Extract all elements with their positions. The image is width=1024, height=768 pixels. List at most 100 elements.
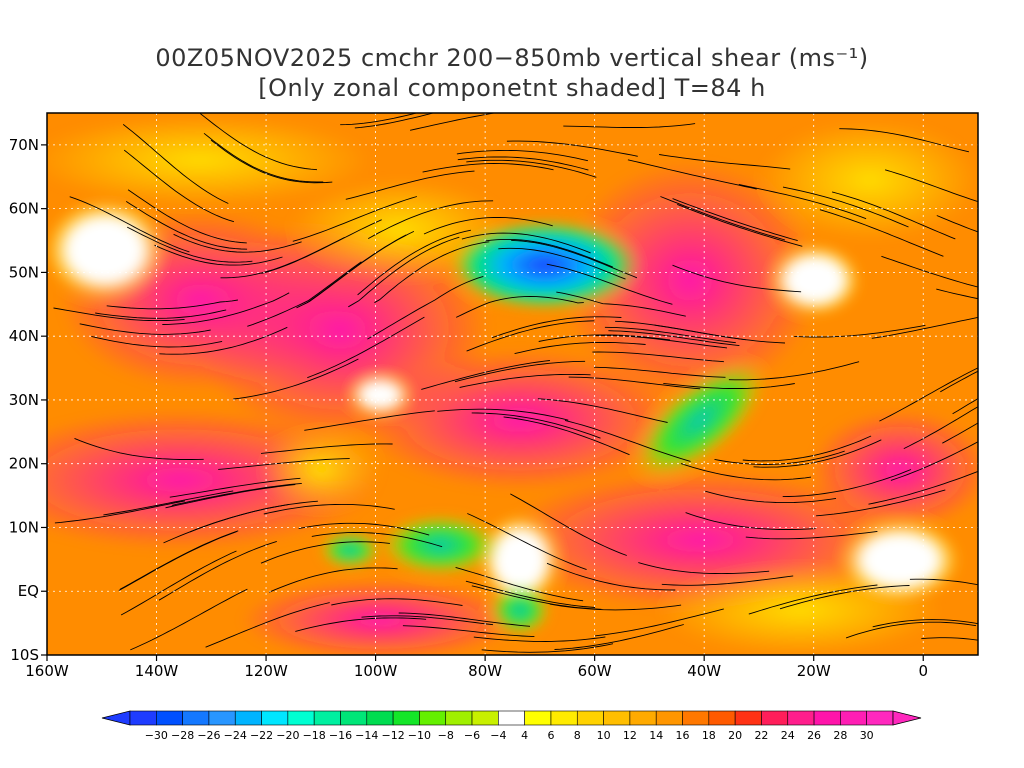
streamline <box>74 437 204 460</box>
streamline <box>471 412 601 439</box>
map-title-line1: 00Z05NOV2025 cmchr 200−850mb vertical sh… <box>155 44 869 72</box>
streamline <box>454 360 586 383</box>
streamline <box>95 309 227 319</box>
streamline <box>473 636 606 642</box>
colorbar-swatch-13 <box>471 710 499 726</box>
streamline <box>345 170 475 200</box>
streamline <box>374 241 490 304</box>
streamline <box>398 612 531 627</box>
streamline <box>269 567 398 593</box>
streamline <box>592 351 724 363</box>
lon-tick-label: 0 <box>918 662 928 680</box>
colorbar-swatch-24 <box>761 710 789 726</box>
lat-tick-label: 70N <box>9 136 39 154</box>
streamline <box>169 477 301 498</box>
lon-tick-label: 20W <box>797 662 831 680</box>
streamline <box>890 441 978 481</box>
streamline <box>466 159 597 178</box>
streamline <box>247 261 362 327</box>
colorbar-label: −22 <box>250 729 273 742</box>
streamline <box>748 584 878 615</box>
streamline <box>556 291 686 317</box>
colorbar-label: −10 <box>408 729 431 742</box>
colorbar-swatch-0 <box>129 710 157 726</box>
lon-tick-label: 140W <box>135 662 179 680</box>
streamline <box>79 323 211 335</box>
colorbar-min-arrow <box>101 710 131 726</box>
streamline <box>936 215 978 233</box>
colorbar-label: 14 <box>649 729 663 742</box>
streamline <box>123 149 235 223</box>
colorbar-label: 22 <box>754 729 768 742</box>
colorbar-label: 18 <box>702 729 716 742</box>
colorbar-swatch-23 <box>734 710 762 726</box>
lat-tick-label: 20N <box>9 455 39 473</box>
streamline <box>158 540 277 601</box>
colorbar-swatch-10 <box>392 710 420 726</box>
map-title-line2: [Only zonal componetnt shaded] T=84 h <box>258 74 766 102</box>
streamline <box>367 200 494 239</box>
streamline <box>659 154 791 170</box>
streamlines <box>53 113 978 653</box>
streamline <box>455 566 584 602</box>
streamline <box>816 489 946 517</box>
colorbar-swatch-6 <box>287 710 315 726</box>
streamline <box>563 123 696 128</box>
lon-tick-label: 160W <box>25 662 69 680</box>
colorbar-swatch-4 <box>234 710 262 726</box>
streamline <box>456 296 584 318</box>
lon-tick-label: 100W <box>354 662 398 680</box>
streamline <box>879 367 978 422</box>
lat-tick-label: 30N <box>9 391 39 409</box>
streamline <box>263 503 395 515</box>
streamline <box>884 169 978 203</box>
streamline <box>728 361 860 381</box>
lon-tick-label: 40W <box>687 662 721 680</box>
streamline <box>485 238 613 268</box>
colorbar-label: −6 <box>464 729 480 742</box>
colorbar-label: −26 <box>197 729 220 742</box>
streamline <box>159 326 288 355</box>
streamline <box>839 128 970 153</box>
streamline <box>546 562 676 591</box>
streamline <box>69 196 190 253</box>
streamline <box>210 139 333 184</box>
streamline <box>120 550 237 616</box>
colorbar-swatch-18 <box>603 710 631 726</box>
streamline <box>410 113 497 131</box>
streamline <box>199 113 318 171</box>
colorbar-label: 20 <box>728 729 742 742</box>
streamline <box>604 326 736 344</box>
streamline <box>660 196 786 241</box>
colorbar-label: −24 <box>224 729 247 742</box>
streamline <box>298 522 430 536</box>
streamline <box>705 490 837 504</box>
streamline <box>340 113 419 126</box>
lat-tick-label: 60N <box>9 200 39 218</box>
colorbar-label: −12 <box>381 729 404 742</box>
colorbar-swatch-9 <box>366 710 394 726</box>
streamline <box>357 229 471 296</box>
colorbar-swatch-7 <box>313 710 341 726</box>
longitude-axis: 160W 140W 120W 100W 80W 60W 40W 20W 0 <box>25 655 928 680</box>
streamline <box>171 482 302 506</box>
streamline <box>491 316 622 339</box>
colorbar-label: 6 <box>547 729 554 742</box>
streamline <box>292 196 418 242</box>
streamline <box>638 562 770 575</box>
colorbar-swatch-16 <box>550 710 578 726</box>
colorbar-swatch-1 <box>156 710 183 726</box>
streamline <box>53 307 185 322</box>
streamline <box>457 156 589 171</box>
streamline <box>459 373 591 388</box>
streamline <box>564 419 691 462</box>
colorbar-swatch-2 <box>182 710 210 726</box>
streamline <box>594 608 724 637</box>
streamline <box>881 255 978 288</box>
colorbar-swatch-15 <box>524 710 552 726</box>
colorbar-swatch-26 <box>813 710 841 726</box>
streamline <box>465 580 596 608</box>
streamline <box>615 320 746 341</box>
streamline <box>819 209 944 257</box>
